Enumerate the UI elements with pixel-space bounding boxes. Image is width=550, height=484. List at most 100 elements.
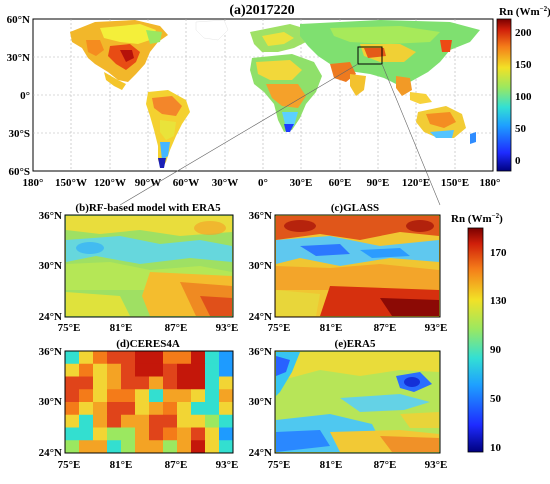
ceres-grid-cell: [93, 376, 108, 390]
ceres-grid-cell: [121, 440, 136, 454]
lon-label: 75°E: [58, 459, 81, 471]
ceres-grid-cell: [65, 440, 80, 454]
ceres-grid-cell: [163, 427, 178, 441]
ceres-grid-cell: [121, 376, 136, 390]
lon-label: 30°E: [290, 177, 313, 189]
ceres-grid-cell: [135, 389, 150, 403]
panel-b-title: (b)RF-based model with ERA5: [75, 202, 221, 214]
ceres-grid-cell: [79, 351, 94, 365]
lon-label: 75°E: [268, 322, 291, 334]
panel-d-lon-labels: 75°E 81°E 87°E 93°E: [58, 459, 239, 471]
lat-label: 30°N: [249, 396, 272, 408]
ceres-grid-cell: [149, 351, 164, 365]
lat-label: 36°N: [249, 210, 272, 222]
ceres-grid-cell: [205, 402, 220, 416]
lat-label: 60°S: [8, 166, 30, 178]
panel-b: (b)RF-based model with ERA5 36°N 30°N 24…: [39, 202, 239, 334]
ceres-grid-cell: [107, 402, 122, 416]
ceres-grid-cell: [79, 427, 94, 441]
panel-d-lat-labels: 36°N 30°N 24°N: [39, 346, 62, 459]
lat-label: 30°N: [249, 260, 272, 272]
ceres-grid-cell: [219, 414, 234, 428]
panel-b-lat-labels: 36°N 30°N 24°N: [39, 210, 62, 323]
ceres-grid-cell: [121, 402, 136, 416]
lat-label: 30°S: [8, 128, 30, 140]
colorbar-tick: 130: [490, 295, 507, 307]
lat-label: 24°N: [39, 447, 62, 459]
lon-label: 180°: [23, 177, 44, 189]
ceres-grid-cell: [79, 414, 94, 428]
ceres-grid-cell: [219, 402, 234, 416]
lon-label: 90°E: [367, 177, 390, 189]
ceres-grid-cell: [79, 389, 94, 403]
ceres-grid-cell: [163, 363, 178, 377]
ceres-grid-cell: [191, 402, 206, 416]
ceres-grid-cell: [163, 351, 178, 365]
lat-label: 36°N: [39, 210, 62, 222]
ceres-grid-cell: [93, 440, 108, 454]
ceres-grid-cell: [93, 389, 108, 403]
lon-label: 60°W: [173, 177, 199, 189]
continent-greenland: [195, 19, 229, 41]
ceres-grid-cell: [93, 402, 108, 416]
panel-c: (c)GLASS 36°N 30°N 24°N 75°E 81°E 87°E 9…: [249, 202, 448, 334]
ceres-grid-cell: [121, 389, 136, 403]
ceres-grid-cell: [177, 414, 192, 428]
ceres-grid-cell: [191, 414, 206, 428]
ceres-grid-cell: [121, 414, 136, 428]
lon-label: 87°E: [374, 459, 397, 471]
ceres-grid-cell: [93, 363, 108, 377]
ceres-grid-cell: [149, 440, 164, 454]
panel-d-grid: [65, 351, 234, 454]
ceres-grid-cell: [177, 351, 192, 365]
lat-label: 30°N: [39, 396, 62, 408]
lon-label: 120°E: [402, 177, 430, 189]
colorbar-tick: 200: [515, 27, 532, 39]
lat-label: 0°: [20, 90, 30, 102]
main-map: (a)2017220 60°N 30°N 0° 30°S 60°S 180° 1…: [7, 3, 550, 189]
ceres-grid-cell: [205, 440, 220, 454]
continent-south-america: [146, 90, 190, 168]
lon-label: 120°W: [94, 177, 126, 189]
ceres-grid-cell: [65, 351, 80, 365]
ceres-grid-cell: [191, 376, 206, 390]
ceres-grid-cell: [149, 402, 164, 416]
continent-africa-europe: [250, 24, 322, 132]
lon-label: 93°E: [216, 322, 239, 334]
panel-e-title: (e)ERA5: [335, 338, 376, 350]
lon-label: 30°W: [212, 177, 238, 189]
ceres-grid-cell: [177, 389, 192, 403]
panel-b-lon-labels: 75°E 81°E 87°E 93°E: [58, 322, 239, 334]
continent-australia: [416, 106, 466, 138]
ceres-grid-cell: [135, 376, 150, 390]
colorbar-tick: 100: [515, 91, 532, 103]
panel-e: (e)ERA5 36°N 30°N 24°N 75°E 81°E 87°E 93…: [249, 338, 448, 471]
panel-e-lon-labels: 75°E 81°E 87°E 93°E: [268, 459, 448, 471]
lat-label: 36°N: [39, 346, 62, 358]
panel-c-lat-labels: 36°N 30°N 24°N: [249, 210, 272, 323]
continent-north-america: [70, 20, 168, 90]
ceres-grid-cell: [79, 376, 94, 390]
lat-label: 30°N: [39, 260, 62, 272]
lat-label: 24°N: [249, 447, 272, 459]
ceres-grid-cell: [205, 389, 220, 403]
lat-label: 30°N: [7, 52, 30, 64]
ceres-grid-cell: [93, 414, 108, 428]
ceres-grid-cell: [135, 402, 150, 416]
ceres-grid-cell: [205, 351, 220, 365]
ceres-grid-cell: [149, 376, 164, 390]
ceres-grid-cell: [93, 427, 108, 441]
colorbar-tick: 50: [490, 393, 502, 405]
ceres-grid-cell: [107, 440, 122, 454]
main-colorbar: [496, 18, 512, 172]
main-map-lat-labels: 60°N 30°N 0° 30°S 60°S: [7, 14, 30, 178]
ceres-grid-cell: [135, 427, 150, 441]
ceres-grid-cell: [149, 389, 164, 403]
ceres-grid-cell: [107, 351, 122, 365]
lon-label: 81°E: [320, 459, 343, 471]
ceres-grid-cell: [107, 376, 122, 390]
ceres-grid-cell: [107, 363, 122, 377]
sub-colorbar-ticks: 170 130 90 50 10: [490, 247, 507, 454]
ceres-grid-cell: [121, 351, 136, 365]
